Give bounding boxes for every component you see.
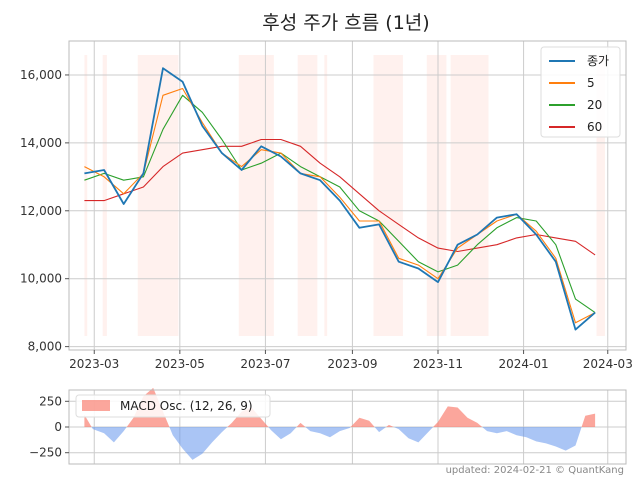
legend-label-0: 종가 xyxy=(587,54,609,68)
macd-legend-swatch xyxy=(82,400,110,411)
shaded-period-1 xyxy=(102,55,107,336)
macd-legend-box xyxy=(75,394,271,418)
macd-y-tick-label-0: 250 xyxy=(39,394,62,408)
y-tick-label-0: 8,000 xyxy=(28,340,62,354)
shaded-period-4 xyxy=(297,55,318,336)
legend-label-3: 60 xyxy=(587,120,602,134)
macd-positive-area xyxy=(84,387,596,427)
shaded-periods xyxy=(84,55,605,336)
shaded-period-5 xyxy=(324,55,328,336)
price-series xyxy=(84,67,596,331)
y-tick-label-4: 16,000 xyxy=(20,68,62,82)
macd-y-tick-label-1: 0 xyxy=(54,420,62,434)
credit-text: updated: 2024-02-21 © QuantKang xyxy=(446,465,624,476)
series-line-3 xyxy=(84,138,596,256)
price-plot-frame xyxy=(68,40,627,351)
chart-title: 후성 주가 흐름 (1년) xyxy=(262,12,429,34)
macd-y-axis: 250 0 −250 xyxy=(29,394,69,460)
x-tick-label-6: 2024-03 xyxy=(583,357,633,371)
series-line-2 xyxy=(84,94,596,314)
macd-legend: MACD Osc. (12, 26, 9) xyxy=(75,394,271,418)
x-tick-label-2: 2023-07 xyxy=(240,357,290,371)
series-line-1 xyxy=(84,87,596,324)
shaded-period-8 xyxy=(450,55,489,336)
price-grid xyxy=(69,41,626,350)
price-y-axis: 8,000 10,000 12,000 14,000 16,000 xyxy=(20,68,69,354)
shaded-period-3 xyxy=(238,55,274,336)
y-tick-label-2: 12,000 xyxy=(20,204,62,218)
shaded-period-2 xyxy=(137,55,179,336)
x-tick-label-1: 2023-05 xyxy=(155,357,205,371)
price-legend: 종가 5 20 60 xyxy=(540,46,621,138)
macd-oscillator xyxy=(84,387,596,460)
x-tick-label-3: 2023-09 xyxy=(327,357,377,371)
x-tick-label-0: 2023-03 xyxy=(69,357,119,371)
macd-y-tick-label-2: −250 xyxy=(29,446,62,460)
legend-label-1: 5 xyxy=(587,76,595,90)
y-tick-label-3: 14,000 xyxy=(20,136,62,150)
legend-label-2: 20 xyxy=(587,98,602,112)
shaded-period-0 xyxy=(84,55,88,336)
shaded-period-9 xyxy=(596,55,605,336)
y-tick-label-1: 10,000 xyxy=(20,272,62,286)
shaded-period-7 xyxy=(426,55,447,336)
shaded-period-6 xyxy=(373,55,403,336)
x-tick-label-5: 2024-01 xyxy=(499,357,549,371)
x-tick-label-4: 2023-11 xyxy=(413,357,463,371)
date-x-axis: 2023-03 2023-05 2023-07 2023-09 2023-11 2024-… xyxy=(69,350,633,371)
legend-box xyxy=(540,46,621,138)
series-line-0 xyxy=(84,67,596,331)
macd-legend-label: MACD Osc. (12, 26, 9) xyxy=(120,399,253,413)
macd-negative-area xyxy=(84,427,596,460)
